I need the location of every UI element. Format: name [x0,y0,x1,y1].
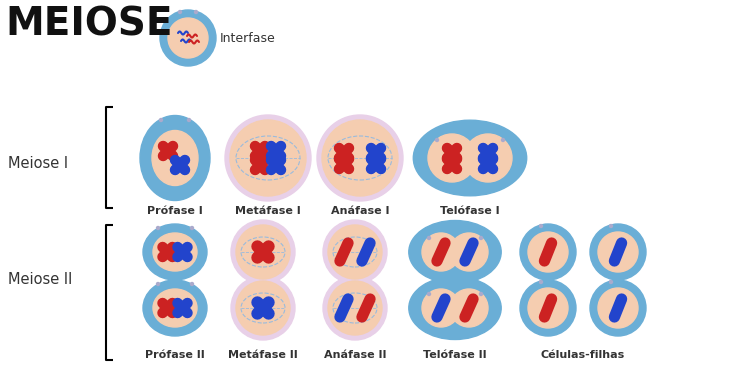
Ellipse shape [143,224,207,280]
Text: Metáfase I: Metáfase I [236,206,301,216]
Text: Prófase II: Prófase II [146,350,205,360]
Text: Anáfase II: Anáfase II [324,350,386,360]
Circle shape [464,134,512,182]
Ellipse shape [413,120,526,196]
Circle shape [598,288,638,328]
Circle shape [427,237,430,240]
Circle shape [598,232,638,272]
Circle shape [160,10,216,66]
Circle shape [422,233,460,271]
Circle shape [194,10,197,13]
Circle shape [520,224,576,280]
Circle shape [427,292,430,296]
Circle shape [188,118,190,122]
Circle shape [610,225,613,228]
Circle shape [590,224,646,280]
Text: Prófase I: Prófase I [147,206,202,216]
Circle shape [323,276,387,340]
Circle shape [528,232,568,272]
Circle shape [190,226,194,230]
Circle shape [322,120,398,196]
Circle shape [479,237,482,240]
Circle shape [160,118,163,122]
Text: Meiose II: Meiose II [8,273,72,288]
Text: Meiose I: Meiose I [8,156,68,171]
Circle shape [317,115,403,201]
Circle shape [178,10,182,13]
Circle shape [236,225,290,279]
Text: Metáfase II: Metáfase II [228,350,298,360]
Circle shape [539,280,542,284]
Circle shape [428,134,476,182]
Circle shape [436,138,439,141]
Circle shape [236,281,290,335]
Text: MEIOSE: MEIOSE [5,5,172,43]
Circle shape [539,225,542,228]
Ellipse shape [140,116,210,201]
Circle shape [225,115,311,201]
Circle shape [520,280,576,336]
Ellipse shape [153,233,197,271]
Circle shape [610,280,613,284]
Ellipse shape [143,280,207,336]
Circle shape [422,289,460,327]
Ellipse shape [409,220,501,284]
Circle shape [231,276,295,340]
Text: Células-filhas: Células-filhas [541,350,626,360]
Text: Interfase: Interfase [220,32,276,45]
Circle shape [157,226,160,230]
Circle shape [168,18,208,58]
Circle shape [157,282,160,285]
Circle shape [230,120,306,196]
Circle shape [328,281,382,335]
Circle shape [528,288,568,328]
Circle shape [328,225,382,279]
Text: Telófase II: Telófase II [423,350,487,360]
Circle shape [190,282,194,285]
Circle shape [231,220,295,284]
Ellipse shape [409,276,501,339]
Text: Anáfase I: Anáfase I [331,206,389,216]
Circle shape [590,280,646,336]
Circle shape [323,220,387,284]
Circle shape [450,289,488,327]
Text: Telófase I: Telófase I [440,206,500,216]
Circle shape [502,138,505,141]
Circle shape [479,292,482,296]
Ellipse shape [152,130,198,186]
Circle shape [450,233,488,271]
Ellipse shape [153,289,197,327]
